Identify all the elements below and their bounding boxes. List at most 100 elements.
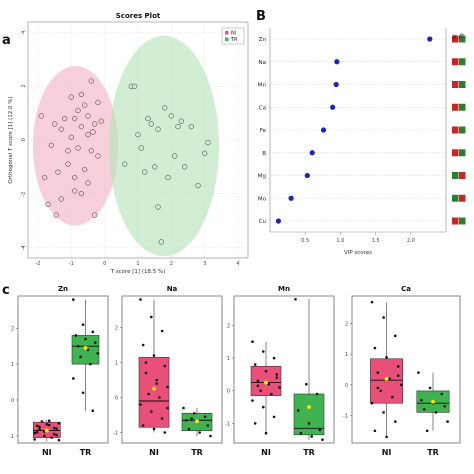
vip-heat-cell	[459, 81, 466, 88]
vip-plot: Zn Na Mn Ca Fe B Mg Mo Cu 0.5 1.0 1.5 2.0 VIP scores N…	[258, 28, 466, 256]
score-point-NI	[75, 145, 81, 151]
data-point	[193, 411, 196, 415]
data-point	[318, 428, 322, 432]
legend-label: NI	[231, 30, 236, 36]
x-tick-label: 0	[103, 261, 106, 267]
score-point-TR	[142, 169, 148, 175]
data-point	[141, 424, 145, 427]
data-point	[141, 343, 145, 347]
x-axis-title: T score [1] (18.5 %)	[110, 269, 166, 275]
data-point	[394, 334, 397, 338]
data-point	[150, 410, 153, 413]
y-tick-label: 2	[21, 84, 27, 87]
data-point	[144, 371, 148, 375]
panel-label-c: c	[2, 283, 10, 298]
score-point-NI	[92, 212, 98, 218]
vip-point	[333, 81, 339, 88]
score-point-NI	[68, 134, 74, 140]
vip-point	[309, 150, 315, 156]
y-tick-label: -1	[225, 421, 230, 427]
data-point	[55, 427, 58, 430]
data-point	[385, 355, 388, 359]
data-point	[184, 418, 188, 422]
data-point	[38, 425, 41, 429]
score-point-NI	[53, 212, 59, 218]
data-point	[370, 401, 374, 405]
boxplot-title: Na	[167, 285, 178, 293]
data-point	[81, 391, 85, 395]
data-point	[275, 373, 279, 376]
data-point	[373, 429, 377, 433]
score-point-NI	[65, 161, 71, 167]
y-tick-label: -1	[113, 431, 118, 437]
score-point-NI	[62, 115, 68, 122]
data-point	[388, 377, 391, 380]
x-tick-label: 3	[203, 261, 206, 267]
vip-heat-cell	[459, 58, 466, 66]
data-point	[84, 337, 87, 341]
score-point-NI	[45, 201, 51, 208]
score-point-NI	[90, 129, 96, 135]
data-point	[52, 432, 56, 436]
data-point	[198, 431, 201, 434]
vip-category-label: Cu	[259, 219, 266, 225]
x-tick-label: -2	[36, 261, 41, 267]
y-tick-label: 0	[115, 396, 118, 402]
score-point-NI	[72, 174, 78, 181]
data-point	[310, 435, 314, 438]
data-point	[259, 389, 262, 393]
vip-heat-cell	[452, 35, 459, 43]
data-point	[251, 340, 254, 344]
data-point	[382, 411, 385, 414]
data-point	[35, 430, 39, 434]
vip-point	[304, 172, 310, 179]
data-point	[305, 382, 308, 386]
data-point	[74, 334, 78, 337]
x-tick-label: 2	[170, 261, 173, 267]
group-label: NI	[149, 448, 159, 457]
x-tick-label: 0.5	[301, 238, 309, 244]
vip-category-label: Mg	[258, 174, 266, 180]
legend-swatch	[225, 31, 229, 35]
group-label: TR	[303, 448, 315, 457]
vip-category-label: Mo	[258, 196, 267, 202]
scores-plot: -2 -1 0 1 2 3 4 4 2 0 -2 -4 Scores Plot T score [1] (…	[8, 12, 249, 275]
score-point-TR	[138, 145, 144, 151]
score-point-TR	[178, 118, 184, 124]
score-point-TR	[162, 105, 168, 111]
data-point	[47, 423, 51, 427]
data-point	[91, 409, 95, 413]
score-point-NI	[72, 188, 78, 194]
score-point-NI	[52, 121, 58, 127]
vip-heat-cell	[452, 194, 459, 202]
data-point	[160, 417, 164, 420]
legend-label: TR	[230, 37, 238, 43]
data-point	[299, 431, 303, 435]
data-point	[190, 417, 193, 420]
y-tick-label: 1	[345, 352, 348, 358]
mean-marker	[151, 386, 157, 391]
data-point	[262, 350, 265, 353]
data-point	[321, 438, 324, 442]
vip-category-label: Na	[259, 60, 267, 66]
y-tick-label: 0	[11, 398, 14, 404]
data-point	[147, 392, 150, 396]
y-tick-label: 2	[227, 323, 230, 329]
y-tick-label: -4	[21, 245, 27, 250]
score-point-NI	[48, 142, 54, 149]
score-point-NI	[85, 131, 91, 138]
data-point	[379, 389, 383, 393]
mean-marker	[430, 399, 436, 404]
score-point-TR	[205, 140, 211, 146]
data-point	[275, 376, 279, 379]
score-point-NI	[42, 174, 48, 181]
score-point-NI	[72, 115, 78, 122]
score-point-NI	[78, 190, 84, 197]
data-point	[270, 392, 273, 396]
mean-marker	[263, 380, 269, 385]
data-point	[262, 405, 265, 409]
data-point	[166, 406, 169, 410]
data-point	[55, 433, 58, 437]
data-point	[45, 423, 49, 426]
